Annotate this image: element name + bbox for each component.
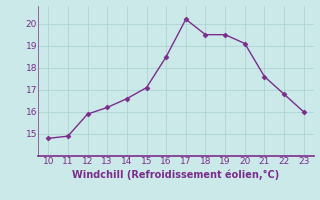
- X-axis label: Windchill (Refroidissement éolien,°C): Windchill (Refroidissement éolien,°C): [72, 169, 280, 180]
